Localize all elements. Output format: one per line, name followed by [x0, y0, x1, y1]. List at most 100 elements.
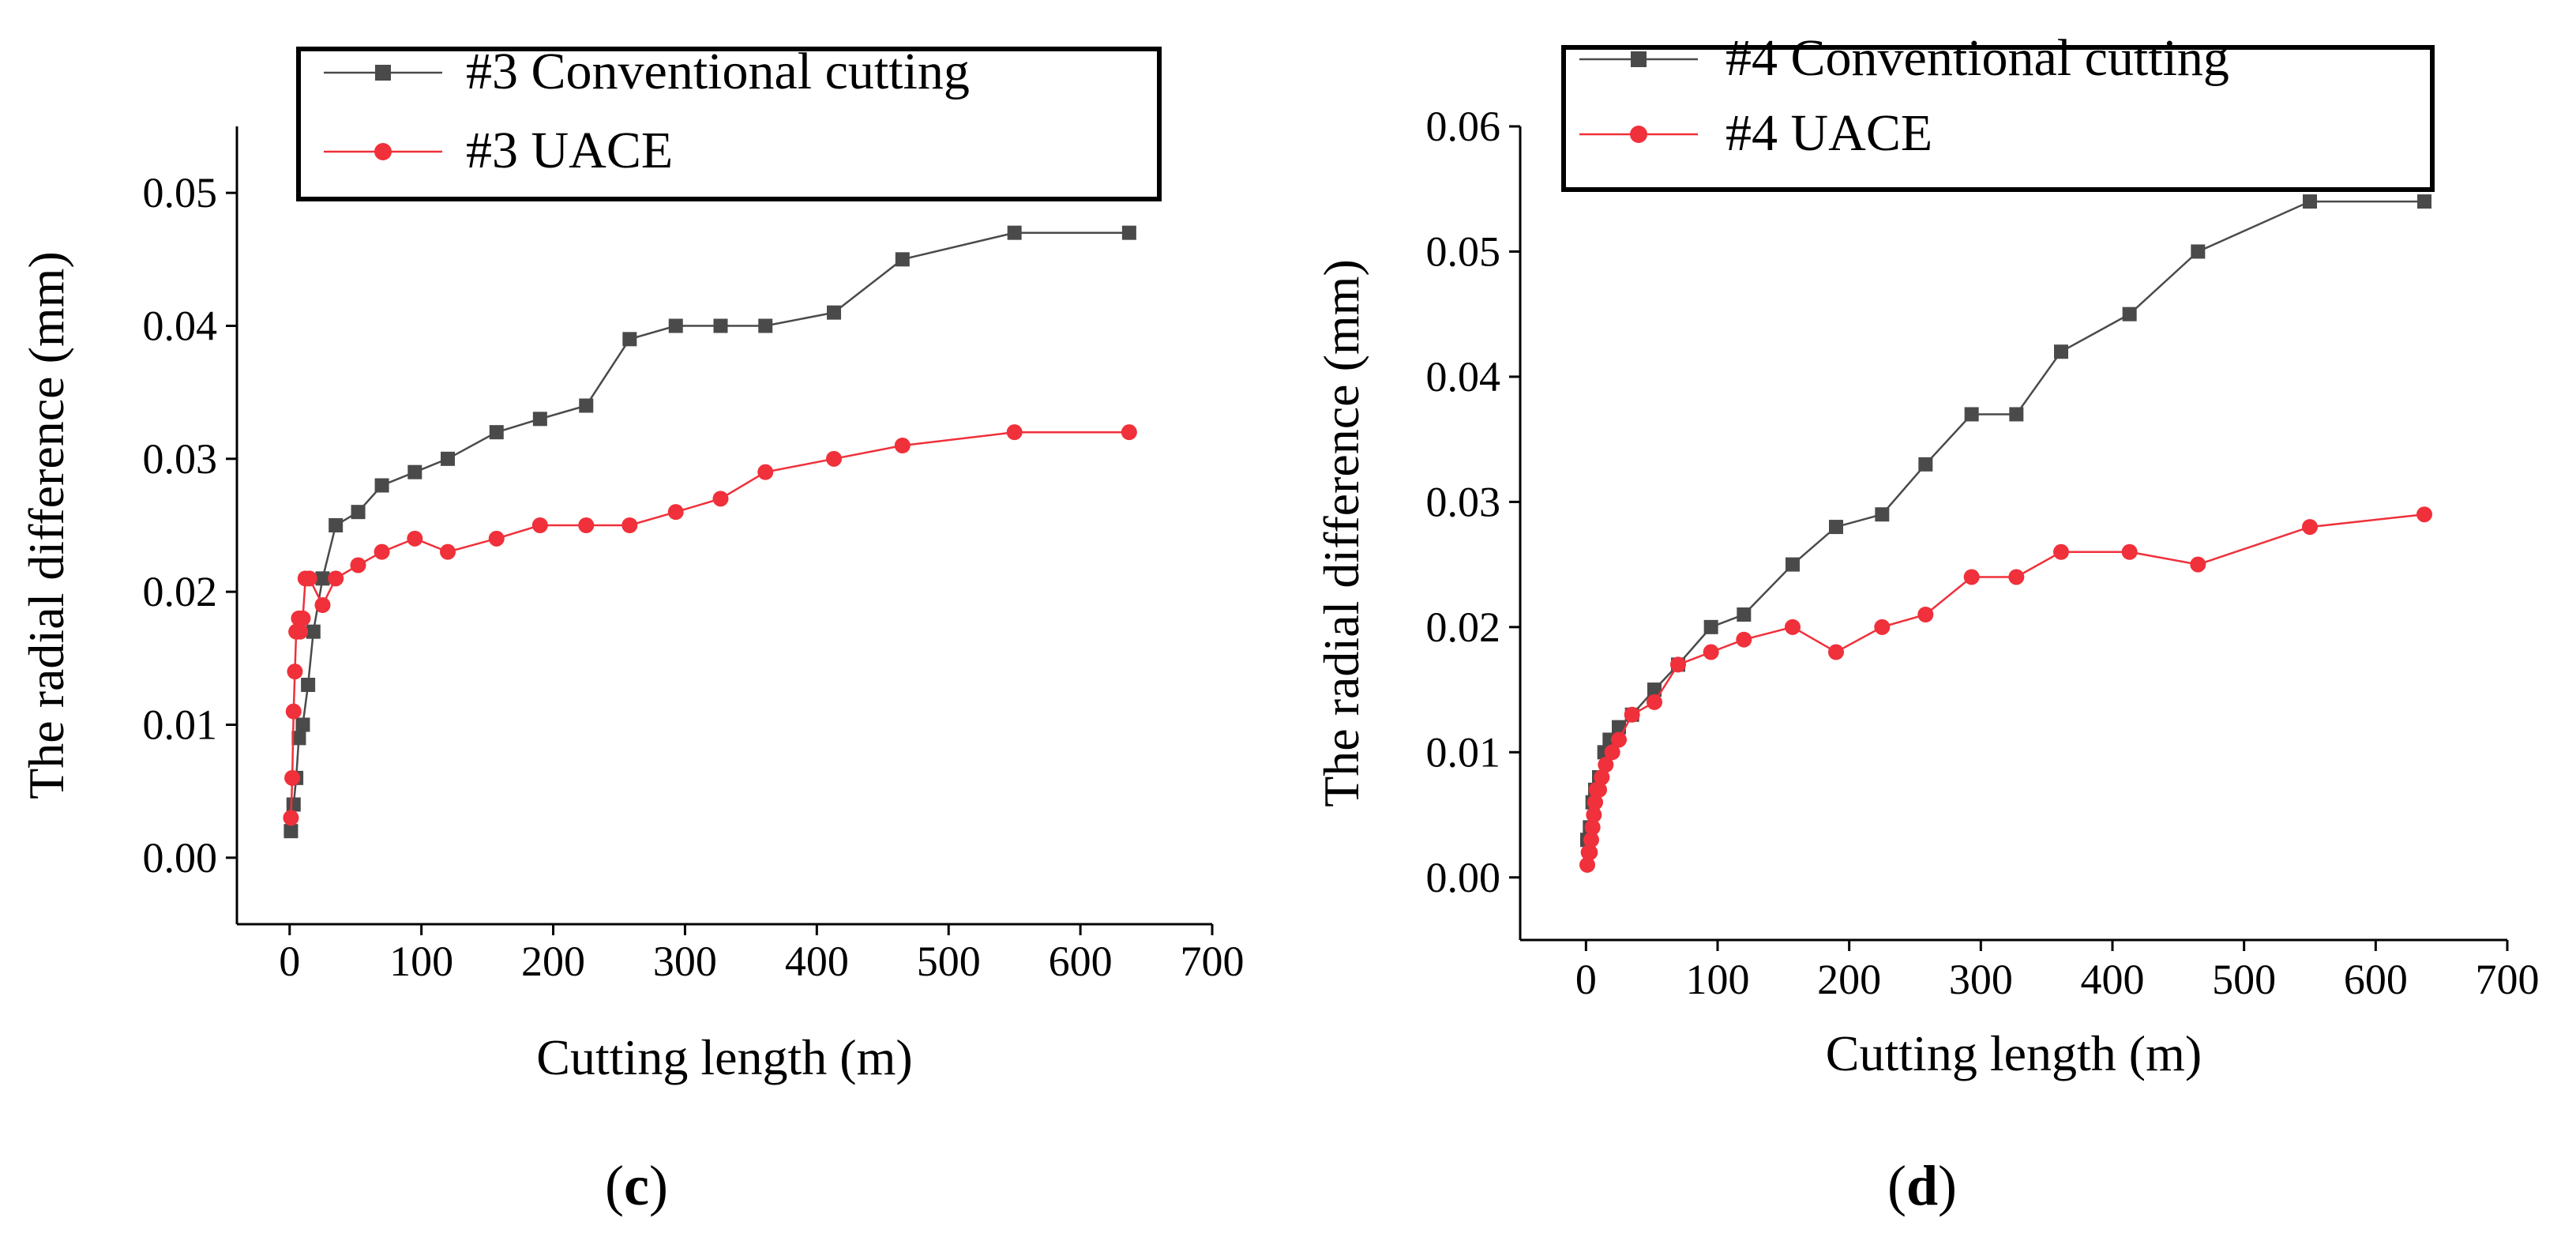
data-point — [283, 810, 299, 826]
series-line — [1586, 513, 2425, 866]
data-point — [1785, 618, 1801, 635]
y-tick-label: 0.04 — [1426, 353, 1501, 400]
chart-panel-d: 0 100 200 300 400 500 600 700 0.00 0.01 0.02 0.03 0.… — [1313, 29, 2540, 1217]
data-point — [306, 624, 321, 639]
y-tick-label: 0.01 — [143, 701, 218, 749]
data-point — [1828, 644, 1844, 660]
data-point — [1611, 731, 1627, 748]
data-point — [1703, 644, 1719, 660]
data-point — [1874, 618, 1891, 635]
y-tick-label: 0.02 — [1426, 603, 1501, 651]
panel-caption: (c) — [605, 1154, 668, 1217]
data-point — [284, 769, 301, 786]
x-axis-title: Cutting length (m) — [1826, 1025, 2202, 1081]
y-tick-label: 0.00 — [143, 834, 218, 882]
data-point — [1604, 744, 1620, 761]
data-point — [622, 332, 637, 347]
data-point — [1591, 781, 1607, 798]
y-tick-label: 0.03 — [143, 435, 218, 483]
data-point — [286, 797, 301, 812]
data-point — [1121, 225, 1136, 240]
series-line — [1586, 200, 2424, 840]
data-point — [295, 610, 311, 626]
data-point — [2121, 543, 2138, 560]
data-point — [1963, 569, 1980, 585]
data-point — [284, 824, 299, 839]
data-point — [2054, 344, 2068, 359]
series-1 — [284, 225, 1136, 839]
data-point — [441, 451, 456, 466]
data-point — [1582, 844, 1598, 861]
x-axis-title: Cutting length (m) — [536, 1029, 912, 1085]
data-point — [1007, 225, 1022, 240]
x-tick-label: 700 — [1181, 938, 1245, 985]
data-point — [2053, 543, 2069, 560]
data-point — [292, 623, 309, 640]
x-tick-label: 100 — [389, 938, 453, 985]
x-tick-label: 600 — [1049, 938, 1113, 985]
data-point — [2302, 519, 2318, 536]
data-point — [1121, 424, 1137, 441]
data-point — [827, 305, 842, 320]
data-point — [1006, 424, 1023, 441]
data-point — [1918, 457, 1933, 472]
data-point — [621, 517, 638, 533]
data-point — [314, 597, 331, 613]
x-tick-label: 400 — [785, 938, 849, 985]
x-tick-label: 200 — [1817, 956, 1881, 1003]
data-point — [2191, 244, 2206, 259]
legend: #3 Conventional cutting #3 UACE — [296, 43, 1162, 201]
series-2 — [1579, 506, 2432, 873]
data-point — [668, 318, 683, 333]
x-tick-label: 200 — [521, 938, 585, 985]
x-tick-label: 500 — [917, 938, 981, 985]
data-point — [1917, 607, 1934, 622]
x-tick-label: 0 — [279, 938, 300, 985]
data-point — [295, 717, 310, 732]
y-tick-label: 0.05 — [143, 169, 218, 216]
data-point — [287, 664, 303, 680]
data-point — [489, 425, 504, 440]
y-axis-title: The radial difference (mm) — [1313, 259, 1369, 807]
y-tick-label: 0.02 — [143, 568, 218, 615]
series-1 — [1580, 194, 2431, 848]
x-tick-label: 600 — [2344, 956, 2408, 1003]
data-point — [1583, 832, 1599, 848]
data-point — [1598, 757, 1614, 773]
legend: #4 Conventional cutting #4 UACE — [1561, 29, 2435, 192]
x-tick-label: 700 — [2476, 956, 2540, 1003]
data-point — [2303, 194, 2317, 209]
x-tick-label: 0 — [1575, 956, 1597, 1003]
y-tick-label: 0.06 — [1426, 103, 1501, 150]
x-tick-label: 500 — [2212, 956, 2276, 1003]
data-point — [1624, 706, 1640, 723]
data-point — [351, 505, 366, 520]
data-point — [301, 678, 316, 692]
data-point — [1736, 631, 1752, 648]
legend-marker — [1630, 126, 1647, 143]
legend-label: #4 UACE — [1725, 104, 1932, 162]
data-point — [350, 557, 366, 573]
data-point — [578, 517, 595, 533]
data-point — [1647, 682, 1662, 697]
data-point — [1584, 819, 1601, 836]
data-point — [667, 504, 684, 521]
legend-box — [1561, 45, 2435, 192]
data-point — [1875, 507, 1890, 522]
y-axis-title: The radial difference (mm) — [18, 251, 74, 799]
data-point — [895, 252, 910, 267]
data-point — [285, 703, 302, 720]
y-tick-label: 0.03 — [1426, 478, 1501, 525]
legend-marker — [1631, 51, 1647, 67]
data-point — [1586, 806, 1602, 823]
data-point — [758, 318, 773, 333]
x-tick-label: 300 — [1949, 956, 2013, 1003]
data-point — [328, 570, 344, 587]
data-point — [1829, 520, 1843, 535]
data-point — [2008, 569, 2025, 585]
data-point — [1737, 607, 1752, 622]
panel-caption: (d) — [1887, 1154, 1957, 1217]
y-tick-label: 0.01 — [1426, 728, 1501, 776]
data-point — [301, 570, 317, 587]
